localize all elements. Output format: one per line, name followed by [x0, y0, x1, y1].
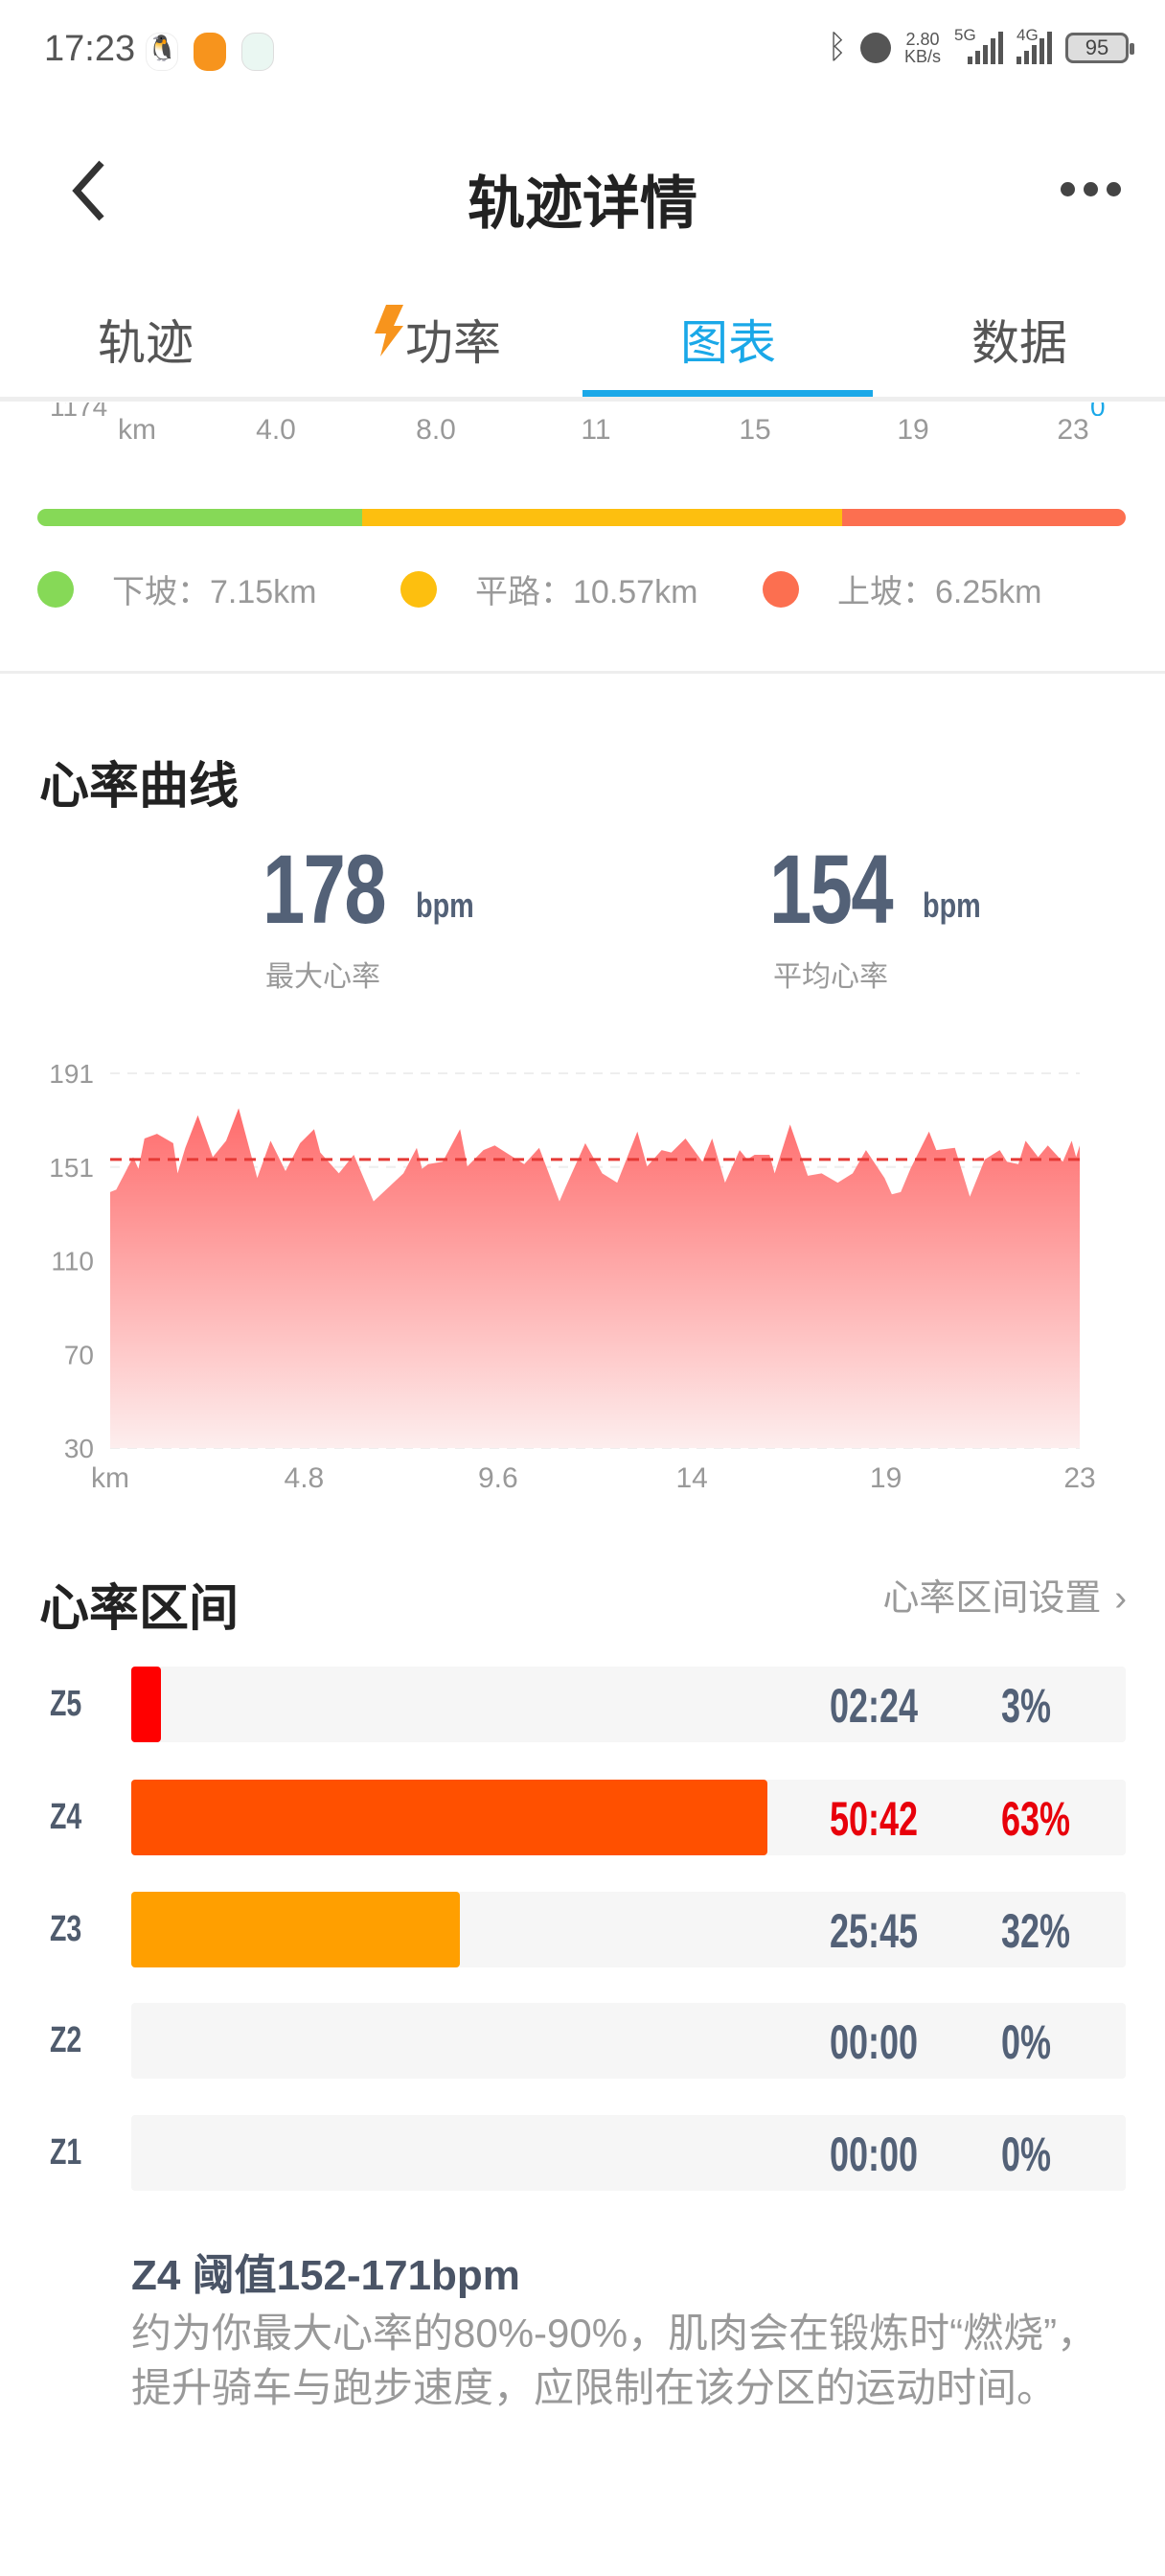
x-tick-label: km — [91, 1462, 129, 1494]
lightning-icon — [375, 305, 403, 356]
zone-time: 25:45 — [830, 1904, 919, 1958]
slope-segment — [361, 509, 842, 526]
max-hr-unit: bpm — [416, 886, 474, 925]
zone-row: Z2 00:00 0% — [0, 2003, 1165, 2079]
bluetooth-icon: ᛒ — [827, 29, 847, 65]
section-divider — [0, 671, 1165, 674]
slope-segment — [841, 509, 1126, 526]
legend-uphill: 上坡：6.25km — [763, 565, 1042, 612]
zone-time: 02:24 — [830, 1679, 919, 1733]
zone-percent: 63% — [1001, 1792, 1071, 1846]
zone-percent: 0% — [1001, 2128, 1052, 2181]
slope-segment — [37, 509, 362, 526]
status-icons: ᛒ 2.80 KB/s 5G 4G 95 — [827, 26, 1134, 66]
elevation-x-tick: 19 — [897, 414, 929, 446]
tab-data[interactable]: 数据 — [971, 316, 1067, 370]
flat-dot — [400, 570, 437, 608]
avg-hr-label: 平均心率 — [773, 961, 888, 993]
chevron-right-icon: › — [1114, 1578, 1127, 1619]
zone-settings-link[interactable]: 心率区间设置 › — [882, 1578, 1127, 1619]
status-time: 17:23 — [44, 29, 136, 69]
y-tick-label: 70 — [64, 1340, 94, 1369]
x-tick-label: 23 — [1063, 1462, 1095, 1494]
tab-charts[interactable]: 图表 — [680, 316, 776, 370]
zone-bar-track — [131, 2003, 1126, 2079]
zone-row: Z4 50:42 63% — [0, 1780, 1165, 1855]
elevation-x-tick: 15 — [739, 414, 771, 446]
y-tick-label: 110 — [51, 1247, 94, 1276]
signal-4g-icon: 4G — [1017, 26, 1052, 64]
legend-flat: 平路：10.57km — [400, 565, 697, 612]
zone-row: Z5 02:24 3% — [0, 1667, 1165, 1742]
heart-rate-title: 心率曲线 — [39, 759, 240, 815]
zone-label: Z2 — [50, 2020, 82, 2060]
y-tick-label: 191 — [49, 1059, 94, 1089]
zone-time: 00:00 — [830, 2015, 919, 2069]
max-hr-label: 最大心率 — [265, 961, 380, 993]
x-tick-label: 19 — [870, 1462, 902, 1494]
zone-label: Z4 — [50, 1797, 82, 1837]
y-tick-label: 151 — [49, 1153, 94, 1183]
elevation-x-tick: 11 — [581, 414, 611, 446]
zones-title: 心率区间 — [39, 1581, 240, 1637]
qq-icon: 🐧 — [146, 33, 178, 71]
zone-bar-track — [131, 2115, 1126, 2191]
zone-detail-text: 约为你最大心率的80%-90%，肌肉会在锻炼时“燃烧”，提升骑车与跑步速度，应限… — [131, 2311, 1098, 2410]
zone-percent: 0% — [1001, 2015, 1052, 2069]
elevation-right-label: 0 — [1090, 402, 1106, 416]
tab-track[interactable]: 轨迹 — [98, 316, 194, 370]
zone-label: Z3 — [50, 1909, 82, 1949]
elevation-x-tick: 23 — [1057, 414, 1089, 446]
y-tick-label: 30 — [64, 1434, 94, 1463]
active-tab-indicator — [582, 390, 873, 397]
x-tick-label: 14 — [676, 1462, 708, 1494]
uphill-dot — [763, 570, 799, 608]
elevation-x-tick: km — [118, 414, 156, 446]
chevron-left-icon[interactable] — [61, 157, 119, 224]
x-tick-label: 9.6 — [478, 1462, 518, 1494]
status-bar: 17:23 🐧 ᛒ 2.80 KB/s 5G 4G 95 — [0, 0, 1165, 105]
zone-bar-fill — [131, 1780, 768, 1855]
elevation-y-label: 1174 — [50, 402, 107, 416]
zone-time: 50:42 — [830, 1792, 919, 1846]
heart-rate-area — [110, 1108, 1080, 1448]
downhill-dot — [37, 570, 74, 608]
signal-5g-icon: 5G — [954, 26, 1003, 64]
zone-detail-title: Z4 阈值152-171bpm — [131, 2252, 520, 2299]
max-hr-value: 178 — [263, 835, 387, 944]
legend-downhill: 下坡：7.15km — [37, 565, 317, 612]
zone-row: Z3 25:45 32% — [0, 1892, 1165, 1967]
zone-label: Z5 — [50, 1684, 82, 1724]
x-tick-label: 4.8 — [285, 1462, 325, 1494]
zone-bar-fill — [131, 1667, 162, 1742]
zone-bar-track — [131, 1667, 1126, 1742]
notes-icon — [241, 33, 274, 71]
net-speed: 2.80 KB/s — [903, 29, 941, 66]
avg-hr-value: 154 — [769, 835, 894, 944]
zone-time: 00:00 — [830, 2128, 919, 2181]
tab-power[interactable]: 功率 — [291, 299, 582, 399]
app-icon — [194, 33, 226, 71]
more-dots-icon[interactable] — [1061, 182, 1121, 196]
avg-hr-unit: bpm — [923, 886, 981, 925]
battery-icon: 95 — [1065, 32, 1134, 63]
zone-label: Z1 — [50, 2132, 82, 2173]
elevation-x-tick: 8.0 — [416, 414, 456, 446]
divider — [0, 397, 1165, 402]
page-title: 轨迹详情 — [468, 172, 697, 236]
zone-percent: 3% — [1001, 1679, 1052, 1733]
zone-percent: 32% — [1001, 1904, 1071, 1958]
tab-bar: 轨迹 功率 图表 数据 — [0, 299, 1165, 399]
slope-distribution-bar — [37, 509, 1126, 526]
zone-row: Z1 00:00 0% — [0, 2115, 1165, 2191]
alarm-icon — [859, 32, 891, 63]
zone-bar-fill — [131, 1892, 460, 1967]
elevation-x-tick: 4.0 — [256, 414, 296, 446]
